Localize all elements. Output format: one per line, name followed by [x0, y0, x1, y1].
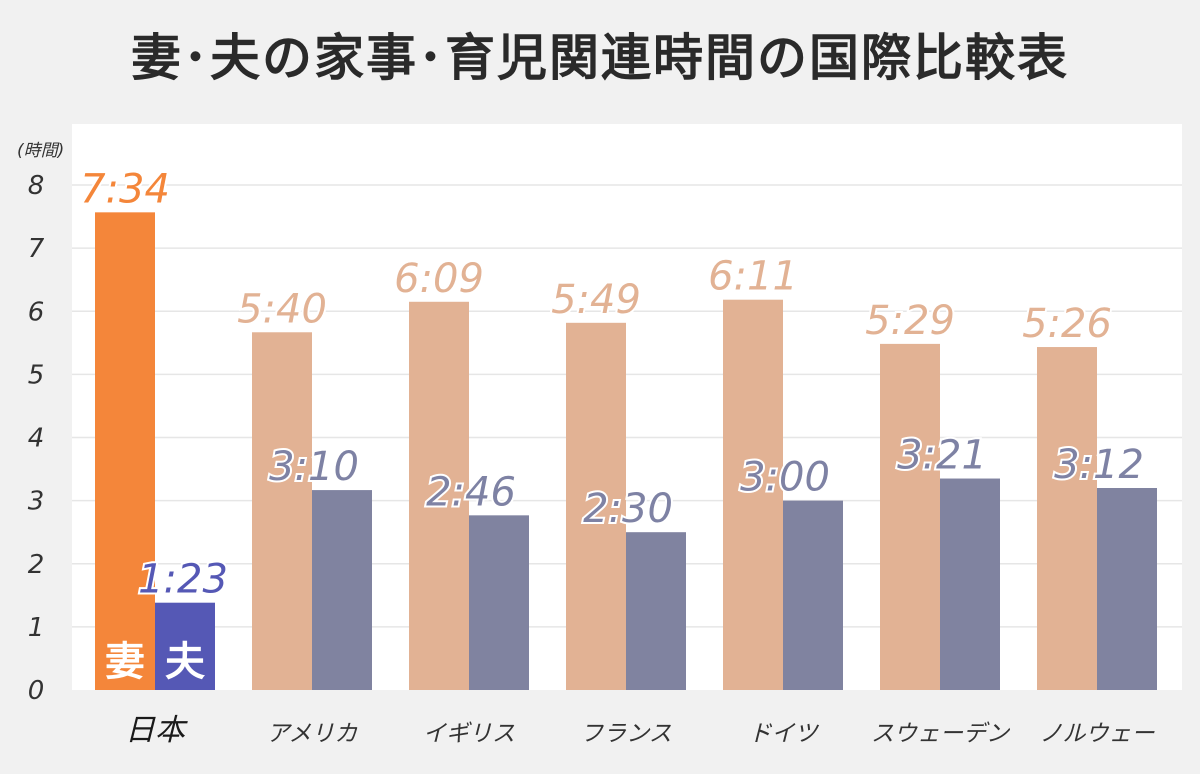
series-label-wife: 妻: [105, 639, 145, 685]
data-label-husband: 2:30: [583, 486, 673, 532]
y-tick-label: 4: [28, 424, 45, 454]
category-label: アメリカ: [267, 721, 358, 747]
data-label-wife: 6:11: [708, 254, 798, 300]
data-label-husband: 2:46: [426, 469, 516, 515]
y-tick-label: 6: [28, 297, 45, 327]
y-unit-label: (時間): [17, 141, 64, 161]
y-tick-label: 7: [28, 234, 45, 264]
category-label: ノルウェー: [1040, 721, 1156, 747]
bar-husband-4: [783, 500, 843, 690]
chart-title: 妻･夫の家事･育児関連時間の国際比較表: [131, 29, 1069, 87]
data-label-wife: 5:26: [1022, 301, 1112, 347]
bar-wife-1: [252, 332, 312, 690]
data-label-wife: 5:40: [237, 286, 327, 332]
y-tick-label: 2: [28, 550, 45, 580]
bar-wife-0: [95, 212, 155, 690]
data-label-wife: 6:09: [394, 256, 484, 302]
data-label-wife: 5:29: [865, 298, 955, 344]
y-tick-label: 3: [28, 487, 45, 517]
bar-wife-3: [566, 322, 626, 690]
bar-wife-5: [880, 343, 940, 690]
bar-wife-4: [723, 299, 783, 690]
data-label-husband: 3:12: [1054, 442, 1144, 488]
data-label-wife: 7:34: [80, 166, 170, 212]
data-label-husband: 1:23: [138, 557, 228, 603]
category-label: フランス: [580, 721, 672, 747]
bar-husband-1: [312, 490, 372, 690]
data-label-husband: 3:10: [269, 444, 359, 490]
y-tick-label: 0: [28, 676, 45, 706]
data-label-wife: 5:49: [551, 277, 641, 323]
y-tick-label: 5: [28, 360, 45, 390]
bar-husband-6: [1097, 488, 1157, 690]
data-label-husband: 3:00: [740, 455, 830, 501]
bar-husband-3: [626, 532, 686, 690]
bar-husband-2: [469, 515, 529, 690]
category-label: ドイツ: [749, 721, 820, 747]
bar-husband-0: [155, 602, 215, 690]
series-label-husband: 夫: [165, 639, 206, 685]
category-label: イギリス: [423, 721, 515, 747]
bar-husband-5: [940, 478, 1000, 690]
category-label: 日本: [125, 713, 188, 748]
bar-wife-6: [1037, 347, 1097, 690]
category-label: スウェーデン: [871, 721, 1011, 747]
data-label-husband: 3:21: [897, 433, 987, 479]
y-tick-label: 8: [28, 171, 45, 201]
y-tick-label: 1: [28, 613, 45, 643]
bar-wife-2: [409, 301, 469, 690]
